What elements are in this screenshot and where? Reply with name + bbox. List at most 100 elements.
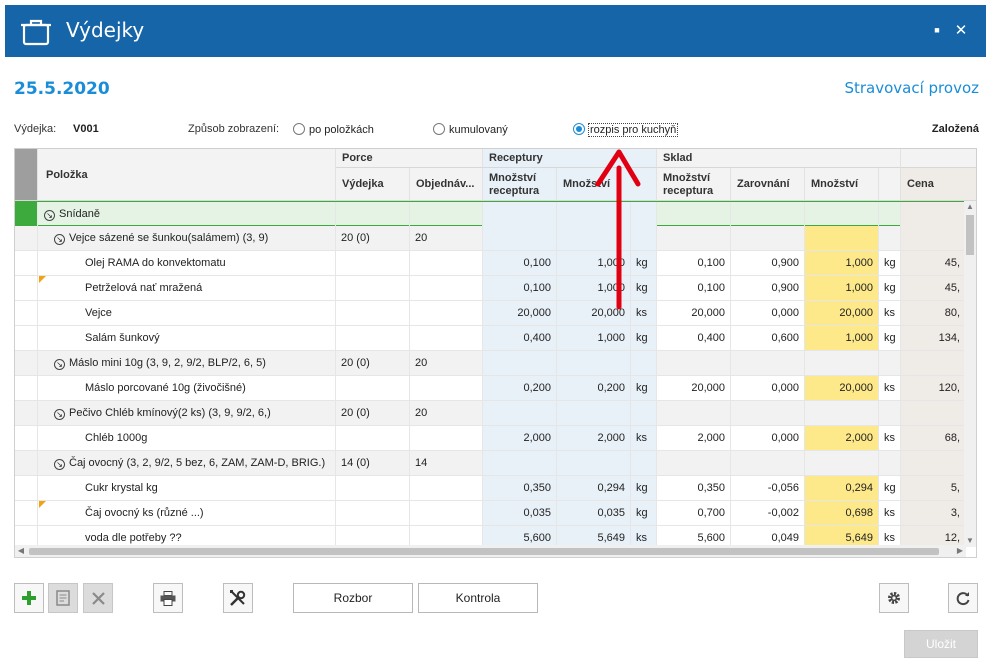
group-row[interactable]: ↘ Pečivo Chléb kmínový(2 ks) (3, 9, 9/2, … (15, 401, 966, 426)
table-row[interactable]: Vejce 20,000 20,000 ks 20,000 0,000 20,000 ks 80… (15, 301, 966, 326)
col-polozka[interactable]: Položka (38, 149, 336, 201)
cell-rec-mnozstvi: 0,035 (557, 501, 631, 525)
horizontal-scroll-thumb[interactable] (29, 548, 939, 555)
maximize-icon: ■ (934, 25, 940, 35)
radio-po-polozkach[interactable]: po položkách (293, 123, 374, 136)
cell-cena (901, 351, 966, 375)
printer-icon (160, 590, 176, 606)
cell-cena: 3, (901, 501, 966, 525)
cell-porce-vydejka: 20 (0) (336, 226, 410, 250)
filter-row: Výdejka: V001 Způsob zobrazení: po polož… (0, 121, 991, 139)
radio-rozpis-pro-kuchyn[interactable]: rozpis pro kuchyň (573, 123, 679, 137)
display-mode-label: Způsob zobrazení: (188, 123, 280, 135)
maximize-button[interactable]: ■ (927, 20, 947, 40)
cell-porce-vydejka: 14 (0) (336, 451, 410, 475)
cell-sklad-zarovnani: 0,000 (731, 301, 805, 325)
item-name: Salám šunkový (85, 332, 160, 344)
cell-sklad-unit (879, 451, 901, 475)
tools-button[interactable] (223, 583, 253, 613)
cell-porce-vydejka (336, 501, 410, 525)
cell-polozka: Cukr krystal kg (38, 476, 336, 500)
note-flag-icon (39, 501, 46, 508)
cell-sklad-mnozstvi-receptura: 2,000 (657, 426, 731, 450)
collapse-icon[interactable]: ↘ (44, 210, 55, 221)
group-row[interactable]: ↘ Čaj ovocný (3, 2, 9/2, 5 bez, 6, ZAM, Z… (15, 451, 966, 476)
cell-polozka: Čaj ovocný ks (různé ...) (38, 501, 336, 525)
vertical-scroll-thumb[interactable] (966, 215, 974, 255)
col-sklad-mnozstvi[interactable]: Množství (805, 168, 879, 201)
rozbor-button[interactable]: Rozbor (293, 583, 413, 613)
group-row[interactable]: ↘ Máslo mini 10g (3, 9, 2, 9/2, BLP/2, 6,… (15, 351, 966, 376)
table-row[interactable]: Olej RAMA do konvektomatu 0,100 1,000 kg 0,1… (15, 251, 966, 276)
cell-sklad-mnozstvi (805, 226, 879, 250)
cooking-pot-icon (21, 19, 51, 46)
col-porce-vydejka[interactable]: Výdejka (336, 168, 410, 201)
item-name: Máslo porcované 10g (živočišné) (85, 382, 246, 394)
save-button[interactable]: Uložit (904, 630, 978, 658)
cell-rec-unit (631, 202, 657, 226)
cell-sklad-mnozstvi: 20,000 (805, 376, 879, 400)
section-row[interactable]: ↘ Snídaně (15, 201, 966, 226)
scroll-left-icon[interactable]: ◀ (17, 546, 25, 555)
cell-polozka: Chléb 1000g (38, 426, 336, 450)
vertical-scrollbar[interactable]: ▲ ▼ (964, 201, 976, 547)
add-button[interactable] (14, 583, 44, 613)
group-row[interactable]: ↘ Vejce sázené se šunkou(salámem) (3, 9) 2… (15, 226, 966, 251)
scroll-right-icon[interactable]: ▶ (956, 546, 964, 555)
cell-sklad-mnozstvi: 0,698 (805, 501, 879, 525)
cell-polozka: Olej RAMA do konvektomatu (38, 251, 336, 275)
organization-link[interactable]: Stravovací provoz (844, 79, 979, 97)
cell-sklad-mnozstvi (805, 451, 879, 475)
close-button[interactable]: ✕ (951, 20, 971, 40)
close-icon: ✕ (954, 22, 968, 39)
table-row[interactable]: Máslo porcované 10g (živočišné) 0,200 0,20… (15, 376, 966, 401)
table-row[interactable]: Salám šunkový 0,400 1,000 kg 0,400 0,600 1,000… (15, 326, 966, 351)
window-title: Výdejky (66, 18, 145, 42)
cell-porce-objednavka (410, 251, 483, 275)
col-rec-mnozstvi[interactable]: Množství (557, 168, 657, 201)
cell-rec-mnozstvi (557, 401, 631, 425)
scroll-up-icon[interactable]: ▲ (966, 202, 974, 211)
table-row[interactable]: Cukr krystal kg 0,350 0,294 kg 0,350 -0,056 0,… (15, 476, 966, 501)
data-grid[interactable]: Položka Porce Výdejka Objednáv... Recept… (14, 148, 977, 558)
title-bar: Výdejky ■ ✕ (5, 5, 986, 57)
table-row[interactable]: Chléb 1000g 2,000 2,000 ks 2,000 0,000 2,000 ks… (15, 426, 966, 451)
item-name: voda dle potřeby ?? (85, 532, 182, 544)
radio-circle (433, 123, 445, 135)
cell-sklad-unit: ks (879, 501, 901, 525)
cell-sklad-mnozstvi-receptura (657, 451, 731, 475)
refresh-icon (956, 592, 970, 606)
cell-rec-unit: ks (631, 301, 657, 325)
cell-porce-objednavka: 20 (410, 401, 483, 425)
refresh-button[interactable] (948, 583, 978, 613)
cell-sklad-unit: ks (879, 301, 901, 325)
col-sklad-zarovnani[interactable]: Zarovnání (731, 168, 805, 201)
horizontal-scrollbar[interactable]: ◀ ▶ (15, 545, 966, 557)
print-button[interactable] (153, 583, 183, 613)
collapse-icon[interactable]: ↘ (54, 234, 65, 245)
scroll-down-icon[interactable]: ▼ (966, 536, 974, 545)
col-porce-objednavka[interactable]: Objednáv... (410, 168, 483, 201)
col-rec-mnozstvi-receptura[interactable]: Množství receptura (483, 168, 557, 201)
cell-rec-unit (631, 351, 657, 375)
collapse-icon[interactable]: ↘ (54, 409, 65, 420)
collapse-icon[interactable]: ↘ (54, 359, 65, 370)
cell-sklad-zarovnani: 0,900 (731, 251, 805, 275)
cell-porce-objednavka (410, 202, 483, 226)
col-sklad-mnozstvi-receptura[interactable]: Množství receptura (657, 168, 731, 201)
cell-sklad-zarovnani (731, 202, 805, 226)
cell-rec-mnozstvi-receptura: 0,100 (483, 276, 557, 300)
settings-button[interactable] (879, 583, 909, 613)
kontrola-button[interactable]: Kontrola (418, 583, 538, 613)
table-row[interactable]: Petrželová nať mražená 0,100 1,000 kg 0,100 0… (15, 276, 966, 301)
collapse-icon[interactable]: ↘ (54, 459, 65, 470)
radio-kumulovany[interactable]: kumulovaný (433, 123, 508, 136)
cell-cena (901, 226, 966, 250)
row-indicator (15, 276, 38, 300)
item-name: Vejce sázené se šunkou(salámem) (3, 9) (69, 232, 269, 244)
col-cena[interactable]: Cena (901, 168, 976, 201)
delete-button[interactable] (83, 583, 113, 613)
cell-sklad-unit: kg (879, 276, 901, 300)
edit-button[interactable] (48, 583, 78, 613)
table-row[interactable]: Čaj ovocný ks (různé ...) 0,035 0,035 kg 0,7… (15, 501, 966, 526)
